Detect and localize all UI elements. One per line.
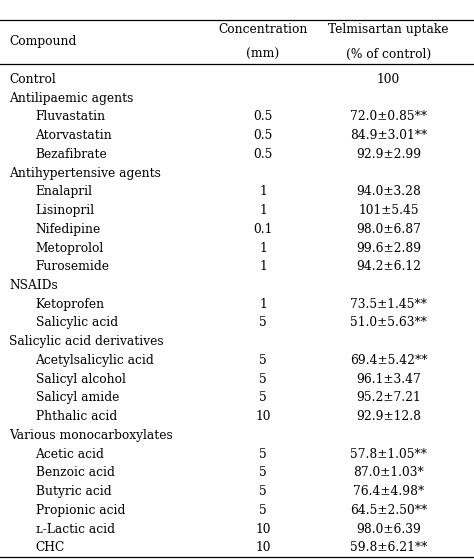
- Text: Acetylsalicylic acid: Acetylsalicylic acid: [36, 354, 155, 367]
- Text: Concentration: Concentration: [219, 23, 308, 36]
- Text: 72.0±0.85**: 72.0±0.85**: [350, 110, 427, 123]
- Text: 1: 1: [259, 185, 267, 198]
- Text: Control: Control: [9, 73, 56, 86]
- Text: 76.4±4.98*: 76.4±4.98*: [353, 485, 424, 498]
- Text: Atorvastatin: Atorvastatin: [36, 129, 112, 142]
- Text: 96.1±3.47: 96.1±3.47: [356, 373, 421, 386]
- Text: 5: 5: [259, 466, 267, 479]
- Text: Various monocarboxylates: Various monocarboxylates: [9, 429, 173, 442]
- Text: NSAIDs: NSAIDs: [9, 279, 58, 292]
- Text: Salicylic acid: Salicylic acid: [36, 316, 118, 329]
- Text: (% of control): (% of control): [346, 48, 431, 61]
- Text: Lisinopril: Lisinopril: [36, 204, 95, 217]
- Text: 5: 5: [259, 391, 267, 404]
- Text: 5: 5: [259, 316, 267, 329]
- Text: Propionic acid: Propionic acid: [36, 504, 125, 517]
- Text: 51.0±5.63**: 51.0±5.63**: [350, 316, 427, 329]
- Text: Nifedipine: Nifedipine: [36, 223, 101, 236]
- Text: 95.2±7.21: 95.2±7.21: [356, 391, 421, 404]
- Text: Bezafibrate: Bezafibrate: [36, 148, 107, 161]
- Text: 0.1: 0.1: [254, 223, 273, 236]
- Text: 69.4±5.42**: 69.4±5.42**: [350, 354, 428, 367]
- Text: 10: 10: [255, 410, 271, 423]
- Text: 0.5: 0.5: [254, 148, 273, 161]
- Text: 5: 5: [259, 373, 267, 386]
- Text: 0.5: 0.5: [254, 129, 273, 142]
- Text: ʟ-Lactic acid: ʟ-Lactic acid: [36, 522, 115, 535]
- Text: 10: 10: [255, 542, 271, 554]
- Text: Butyric acid: Butyric acid: [36, 485, 111, 498]
- Text: 1: 1: [259, 204, 267, 217]
- Text: Ketoprofen: Ketoprofen: [36, 298, 105, 311]
- Text: 64.5±2.50**: 64.5±2.50**: [350, 504, 427, 517]
- Text: 94.0±3.28: 94.0±3.28: [356, 185, 421, 198]
- Text: 87.0±1.03*: 87.0±1.03*: [353, 466, 424, 479]
- Text: 0.5: 0.5: [254, 110, 273, 123]
- Text: Phthalic acid: Phthalic acid: [36, 410, 117, 423]
- Text: Antihypertensive agents: Antihypertensive agents: [9, 166, 161, 180]
- Text: 1: 1: [259, 260, 267, 273]
- Text: 1: 1: [259, 298, 267, 311]
- Text: Compound: Compound: [9, 35, 77, 49]
- Text: Furosemide: Furosemide: [36, 260, 109, 273]
- Text: 99.6±2.89: 99.6±2.89: [356, 241, 421, 254]
- Text: 92.9±2.99: 92.9±2.99: [356, 148, 421, 161]
- Text: 94.2±6.12: 94.2±6.12: [356, 260, 421, 273]
- Text: 5: 5: [259, 485, 267, 498]
- Text: (mm): (mm): [246, 48, 280, 61]
- Text: 98.0±6.39: 98.0±6.39: [356, 522, 421, 535]
- Text: 10: 10: [255, 522, 271, 535]
- Text: Acetic acid: Acetic acid: [36, 447, 104, 461]
- Text: Salicylic acid derivatives: Salicylic acid derivatives: [9, 335, 164, 348]
- Text: 57.8±1.05**: 57.8±1.05**: [350, 447, 427, 461]
- Text: Antilipaemic agents: Antilipaemic agents: [9, 92, 134, 105]
- Text: 1: 1: [259, 241, 267, 254]
- Text: 73.5±1.45**: 73.5±1.45**: [350, 298, 427, 311]
- Text: Telmisartan uptake: Telmisartan uptake: [328, 23, 449, 36]
- Text: Fluvastatin: Fluvastatin: [36, 110, 106, 123]
- Text: 92.9±12.8: 92.9±12.8: [356, 410, 421, 423]
- Text: Benzoic acid: Benzoic acid: [36, 466, 114, 479]
- Text: 100: 100: [377, 73, 401, 86]
- Text: CHC: CHC: [36, 542, 65, 554]
- Text: 5: 5: [259, 447, 267, 461]
- Text: Salicyl alcohol: Salicyl alcohol: [36, 373, 126, 386]
- Text: 98.0±6.87: 98.0±6.87: [356, 223, 421, 236]
- Text: 84.9±3.01**: 84.9±3.01**: [350, 129, 427, 142]
- Text: 5: 5: [259, 354, 267, 367]
- Text: Salicyl amide: Salicyl amide: [36, 391, 119, 404]
- Text: Enalapril: Enalapril: [36, 185, 92, 198]
- Text: 101±5.45: 101±5.45: [358, 204, 419, 217]
- Text: 59.8±6.21**: 59.8±6.21**: [350, 542, 428, 554]
- Text: 5: 5: [259, 504, 267, 517]
- Text: Metoprolol: Metoprolol: [36, 241, 104, 254]
